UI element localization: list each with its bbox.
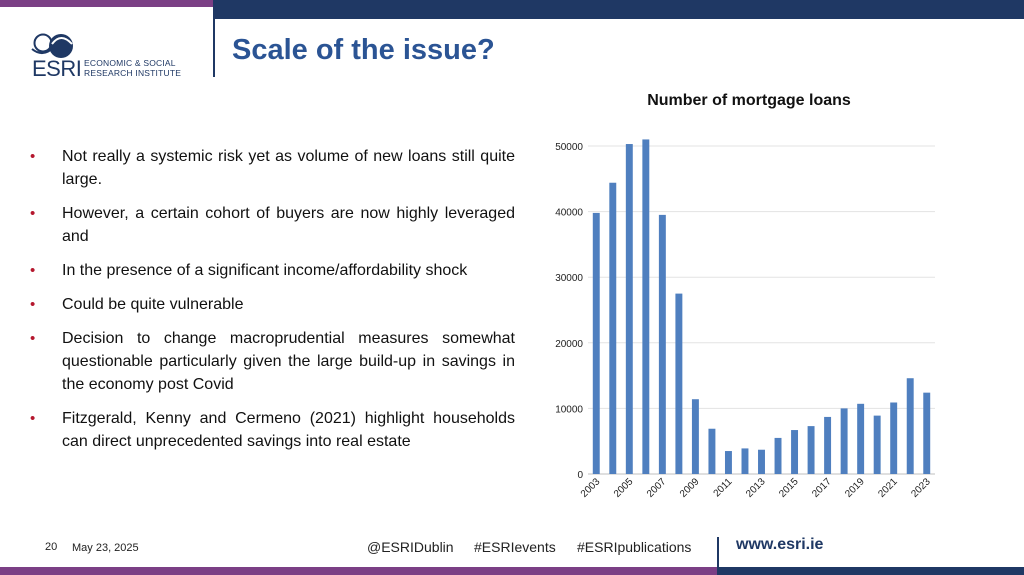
bar-2009 <box>691 399 699 474</box>
bar-2007 <box>658 214 666 474</box>
bar-2012 <box>741 448 749 474</box>
bar-2023 <box>923 392 931 474</box>
bullet-text: Could be quite vulnerable <box>62 296 244 313</box>
chart-title: Number of mortgage loans <box>647 92 851 109</box>
x-tick-label: 2009 <box>678 476 702 500</box>
x-tick-label: 2013 <box>744 476 768 500</box>
bullet-item: • In the presence of a significant income… <box>30 259 515 282</box>
x-tick-label: 2017 <box>810 476 834 500</box>
bar-2022 <box>906 378 914 474</box>
bullet-item: • Could be quite vulnerable <box>30 293 515 316</box>
bar-2011 <box>724 451 732 474</box>
slide-date: May 23, 2025 <box>72 542 139 554</box>
footer-divider <box>717 537 719 567</box>
bar-2003 <box>592 212 600 475</box>
esri-logo-icon <box>31 33 73 58</box>
bar-2013 <box>758 449 765 474</box>
bottom-navy-bar <box>717 567 1024 575</box>
x-tick-label: 2011 <box>712 476 735 499</box>
top-accent-bar <box>0 0 213 7</box>
bar-2006 <box>642 139 650 474</box>
events-hashtag: #ESRIevents <box>474 539 556 555</box>
bullet-marker-icon: • <box>30 262 36 279</box>
y-tick-label: 20000 <box>555 339 583 350</box>
bullet-item: • Decision to change macroprudential meas… <box>30 327 515 396</box>
bullet-text: Fitzgerald, Kenny and Cermeno (2021) hig… <box>62 410 515 450</box>
bullet-marker-icon: • <box>30 148 36 165</box>
bar-2004 <box>609 182 617 474</box>
bullet-item: • However, a certain cohort of buyers are… <box>30 202 515 248</box>
y-tick-label: 10000 <box>555 404 583 415</box>
twitter-handle: @ESRIDublin <box>367 539 454 555</box>
bar-2017 <box>824 416 832 474</box>
y-tick-label: 0 <box>577 470 583 481</box>
header-divider <box>213 19 215 77</box>
bullet-text: Not really a systemic risk yet as volume… <box>62 148 515 188</box>
bullet-marker-icon: • <box>30 296 36 313</box>
publications-hashtag: #ESRIpublications <box>577 539 692 555</box>
bullet-marker-icon: • <box>30 205 36 222</box>
website-link[interactable]: www.esri.ie <box>736 536 824 553</box>
bullet-text: In the presence of a significant income/… <box>62 262 468 279</box>
y-tick-label: 40000 <box>555 208 583 219</box>
top-header-bar <box>213 0 1024 19</box>
mortgage-loans-chart: Number of mortgage loans 0 10000 20000 3000… <box>555 92 935 500</box>
y-tick-label: 50000 <box>555 142 583 153</box>
bullet-list: • Not really a systemic risk yet as volum… <box>30 145 515 464</box>
bullet-item: • Fitzgerald, Kenny and Cermeno (2021) hi… <box>30 407 515 453</box>
bar-2015 <box>791 430 799 474</box>
bar-2005 <box>625 144 633 475</box>
x-tick-label: 2005 <box>612 476 636 500</box>
bar-2014 <box>774 437 782 474</box>
logo-subtitle: ECONOMIC & SOCIAL RESEARCH INSTITUTE <box>84 58 181 78</box>
bullet-item: • Not really a systemic risk yet as volum… <box>30 145 515 191</box>
slide-title: Scale of the issue? <box>232 34 495 66</box>
bar-2019 <box>857 403 865 474</box>
y-tick-label: 30000 <box>555 273 583 284</box>
x-tick-label: 2021 <box>876 476 900 500</box>
x-tick-label: 2019 <box>843 476 867 500</box>
bar-2021 <box>890 402 898 474</box>
logo-wordmark: ESRI <box>32 56 82 81</box>
bullet-text: Decision to change macroprudential measu… <box>62 330 515 393</box>
x-tick-label: 2007 <box>645 476 669 500</box>
bar-2016 <box>807 426 815 474</box>
logo-line-1: ECONOMIC & SOCIAL <box>84 58 176 68</box>
bar-2010 <box>708 428 716 474</box>
bullet-marker-icon: • <box>30 330 36 347</box>
bar-2020 <box>873 415 881 474</box>
page-number: 20 <box>45 541 58 553</box>
bullet-marker-icon: • <box>30 410 36 427</box>
bottom-accent-bar <box>0 567 717 575</box>
x-tick-label: 2023 <box>909 476 933 500</box>
bar-2008 <box>675 293 683 474</box>
bullet-text: However, a certain cohort of buyers are … <box>62 205 515 245</box>
logo-line-2: RESEARCH INSTITUTE <box>84 68 182 78</box>
bar-2018 <box>840 408 848 474</box>
x-tick-label: 2015 <box>777 476 801 500</box>
